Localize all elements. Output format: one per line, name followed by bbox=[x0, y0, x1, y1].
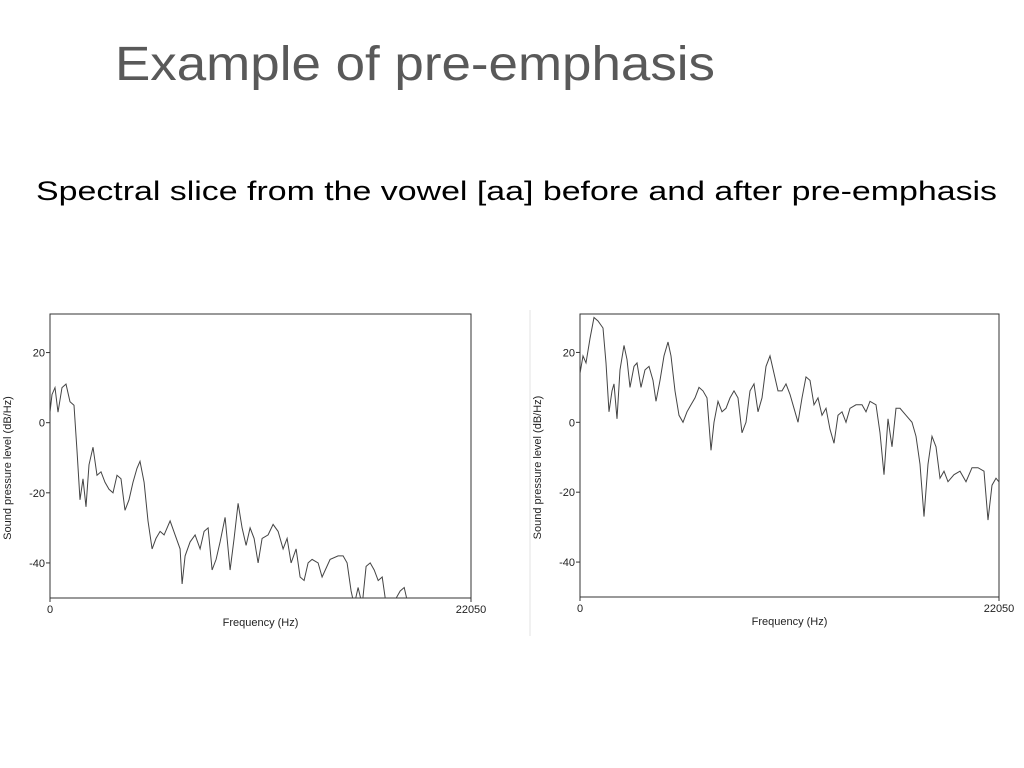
slide-title: Example of pre-emphasis bbox=[115, 38, 715, 91]
x-tick-label: 22050 bbox=[984, 603, 1015, 615]
y-tick-label: 20 bbox=[33, 348, 45, 360]
y-tick-label: -40 bbox=[29, 558, 45, 570]
y-tick-label: -20 bbox=[29, 488, 45, 500]
spectrum-line bbox=[50, 383, 408, 598]
x-axis-label: Frequency (Hz) bbox=[223, 617, 299, 629]
x-tick-label: 0 bbox=[577, 603, 583, 615]
slide-subtitle: Spectral slice from the vowel [aa] befor… bbox=[36, 176, 997, 206]
spectrum-line bbox=[580, 316, 999, 521]
x-tick-label: 0 bbox=[47, 604, 53, 616]
plot-frame bbox=[49, 313, 472, 599]
y-axis-label: Sound pressure level (dB/Hz) bbox=[2, 396, 14, 540]
y-tick-label: 20 bbox=[563, 347, 575, 359]
x-axis-label: Frequency (Hz) bbox=[752, 616, 828, 628]
y-tick-label: -20 bbox=[559, 487, 575, 499]
y-tick-label: 0 bbox=[39, 418, 45, 430]
y-tick-label: -40 bbox=[559, 557, 575, 569]
plot-frame bbox=[579, 313, 1000, 598]
y-axis-label: Sound pressure level (dB/Hz) bbox=[532, 396, 544, 540]
x-tick-label: 22050 bbox=[456, 604, 487, 616]
y-tick-label: 0 bbox=[569, 417, 575, 429]
